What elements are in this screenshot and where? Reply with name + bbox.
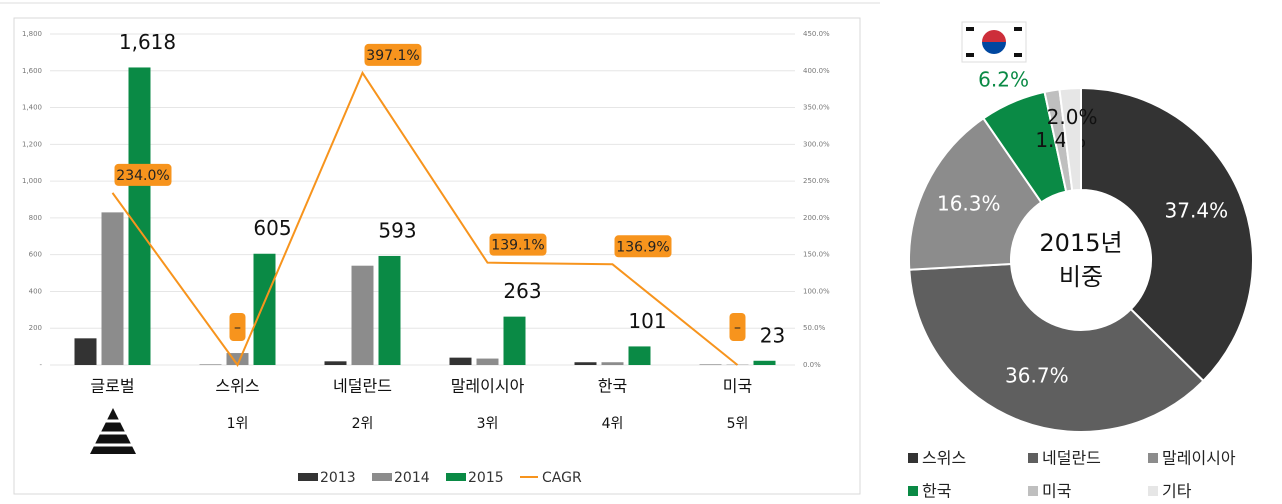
y2-tick-label: 250.0% — [803, 177, 830, 185]
y-tick-label: 1,200 — [22, 140, 42, 148]
pyramid-icon — [80, 408, 146, 454]
legend-label: 2013 — [320, 470, 356, 486]
legend-swatch — [1028, 453, 1038, 463]
y-tick-label: 1,400 — [22, 104, 42, 112]
bar — [378, 255, 401, 365]
y-tick-label: 1,600 — [22, 67, 42, 75]
legend-label: 한국 — [922, 482, 951, 501]
x-tick-label: 네덜란드 — [333, 377, 392, 396]
donut-center-text: 비중 — [1059, 263, 1103, 291]
y2-tick-label: 200.0% — [803, 214, 830, 222]
bar — [601, 362, 624, 365]
bar-value-label: 23 — [760, 323, 785, 347]
legend-swatch — [1148, 486, 1158, 496]
legend-swatch — [1148, 453, 1158, 463]
bar — [574, 362, 597, 365]
bar — [503, 316, 526, 365]
donut-center-text: 2015년 — [1039, 229, 1122, 257]
y2-tick-label: 100.0% — [803, 287, 830, 295]
cagr-label: – — [734, 320, 741, 336]
cagr-label-box — [489, 233, 547, 256]
donut-slice — [908, 116, 1043, 271]
bar — [253, 253, 276, 365]
chart-frame — [13, 17, 861, 495]
bar — [74, 338, 97, 365]
y-tick-label: - — [39, 361, 42, 369]
bar — [101, 212, 124, 365]
donut-value-label: 6.2% — [978, 68, 1029, 92]
donut-value-label: 37.4% — [1165, 198, 1229, 222]
y-tick-label: 200 — [29, 324, 42, 332]
y-tick-label: 800 — [29, 214, 42, 222]
legend-swatch — [446, 473, 466, 481]
legend-label: 네덜란드 — [1042, 449, 1101, 468]
rank-label: 2위 — [352, 416, 374, 432]
cagr-label-box — [614, 235, 672, 258]
y2-tick-label: 400.0% — [803, 67, 830, 75]
legend-label: CAGR — [542, 470, 582, 486]
legend-label: 2015 — [468, 470, 504, 486]
legend-swatch — [1028, 486, 1038, 496]
legend-swatch — [372, 473, 392, 481]
bar-value-label: 593 — [378, 218, 416, 242]
y-tick-label: 1,800 — [22, 30, 42, 38]
cagr-label: – — [234, 320, 241, 336]
cagr-line — [111, 70, 739, 368]
bar-value-label: 101 — [628, 309, 666, 333]
cagr-label-box — [229, 313, 246, 341]
cagr-label: 234.0% — [116, 168, 169, 184]
legend-swatch — [908, 486, 918, 496]
y2-tick-label: 300.0% — [803, 140, 830, 148]
bar — [226, 353, 249, 365]
cagr-label-box — [114, 163, 172, 186]
legend-label: 스위스 — [922, 449, 966, 468]
bar-value-label: 263 — [503, 279, 541, 303]
donut-slice — [1058, 86, 1082, 192]
y2-tick-label: 450.0% — [803, 30, 830, 38]
donut-value-label: 36.7% — [1005, 363, 1069, 387]
x-tick-label: 스위스 — [215, 377, 259, 396]
cagr-label-box — [364, 43, 422, 66]
cagr-label: 136.9% — [616, 239, 669, 255]
bar — [476, 358, 499, 365]
bar-value-label: 605 — [253, 216, 291, 240]
bar — [128, 67, 151, 366]
rank-label: 1위 — [227, 416, 249, 432]
bar — [628, 346, 651, 365]
x-tick-label: 미국 — [723, 377, 752, 396]
y2-tick-label: 0.0% — [803, 361, 821, 369]
cagr-label-box — [729, 313, 746, 341]
legend-label: 말레이시아 — [1162, 449, 1236, 468]
bar — [753, 360, 776, 365]
y2-tick-label: 350.0% — [803, 104, 830, 112]
legend-label: 기타 — [1162, 482, 1192, 501]
rank-label: 4위 — [602, 416, 624, 432]
bar — [449, 357, 472, 365]
cagr-label: 139.1% — [491, 238, 544, 254]
cagr-label: 397.1% — [366, 48, 419, 64]
legend-swatch — [298, 473, 318, 481]
bar — [324, 361, 347, 365]
flag-icon — [961, 21, 1027, 63]
donut-value-label: 16.3% — [937, 192, 1001, 216]
y-tick-label: 600 — [29, 251, 42, 259]
donut-value-label: 2.0% — [1047, 105, 1098, 129]
y-tick-label: 1,000 — [22, 177, 42, 185]
y2-tick-label: 50.0% — [803, 324, 826, 332]
donut-slice — [908, 262, 1205, 433]
rank-label: 3위 — [477, 416, 499, 432]
x-tick-label: 글로벌 — [90, 377, 134, 396]
bar — [351, 265, 374, 365]
rank-label: 5위 — [727, 416, 749, 432]
legend-label: 2014 — [394, 470, 430, 486]
y-tick-label: 400 — [29, 287, 42, 295]
x-tick-label: 한국 — [598, 377, 627, 396]
x-tick-label: 말레이시아 — [451, 377, 525, 396]
legend-label: 미국 — [1042, 482, 1071, 501]
y2-tick-label: 150.0% — [803, 251, 830, 259]
legend-swatch — [908, 453, 918, 463]
donut-slice — [1080, 86, 1254, 383]
bar-value-label: 1,618 — [119, 30, 176, 54]
